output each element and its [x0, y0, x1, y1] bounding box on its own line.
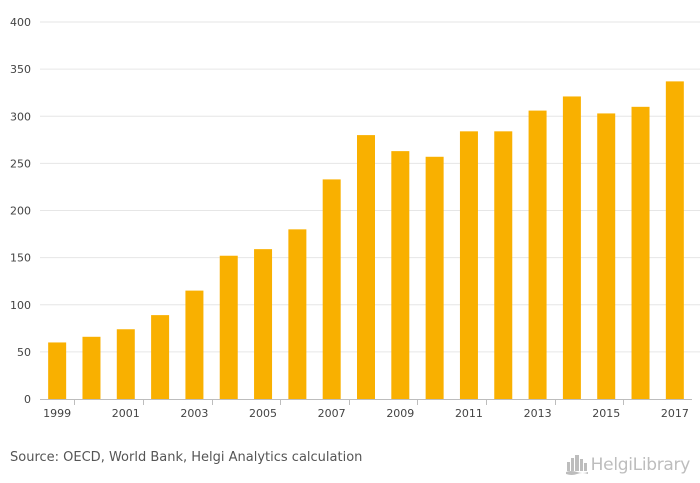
x-tick-label: 2013: [524, 407, 552, 420]
bar-2000: [82, 336, 101, 399]
bar-2017: [665, 81, 684, 399]
bar-2007: [322, 179, 341, 399]
y-tick-label: 250: [10, 157, 31, 170]
y-tick-label: 350: [10, 63, 31, 76]
bar-2010: [425, 156, 444, 399]
y-tick-label: 150: [10, 252, 31, 265]
x-tick-label: 2009: [386, 407, 414, 420]
bar-2011: [459, 131, 478, 399]
bar-2002: [151, 315, 170, 399]
bar-2016: [631, 106, 650, 399]
bar-1999: [48, 342, 67, 399]
bar-2005: [254, 249, 273, 399]
bar-2012: [494, 131, 513, 399]
helgi-library-logo[interactable]: HelgiLibrary: [565, 445, 691, 475]
bar-2001: [116, 329, 135, 399]
bar-2003: [185, 290, 204, 399]
x-tick-label: 2017: [661, 407, 689, 420]
bar-chart: 0 50 100 150 200 250 300 350 400 1999 2001 2003 2005…: [10, 16, 700, 420]
y-tick-label: 100: [10, 299, 31, 312]
bar-2015: [597, 113, 616, 400]
x-tick-label: 2007: [318, 407, 346, 420]
bar-2006: [288, 229, 307, 399]
bar-2014: [562, 96, 581, 400]
bar-2004: [219, 255, 238, 399]
y-tick-label: 50: [17, 346, 31, 359]
x-tick-label: 2001: [112, 407, 140, 420]
x-tick-label: 2005: [249, 407, 277, 420]
chart-footer: Source: OECD, World Bank, Helgi Analytic…: [0, 440, 700, 483]
x-tick-label: 2003: [180, 407, 208, 420]
y-tick-label: 400: [10, 16, 31, 29]
y-tick-label: 300: [10, 110, 31, 123]
y-tick-label: 200: [10, 205, 31, 218]
bar-2009: [391, 151, 410, 399]
logo-text: HelgiLibrary: [590, 455, 691, 475]
bar-2008: [357, 135, 375, 399]
y-tick-label: 0: [24, 393, 31, 406]
helgi-city-icon: [565, 455, 588, 475]
source-note: Source: OECD, World Bank, Helgi Analytic…: [10, 450, 363, 465]
x-tick-label: 2015: [592, 407, 620, 420]
bar-2013: [528, 110, 547, 399]
x-tick-label: 2011: [455, 407, 483, 420]
x-tick-label: 1999: [43, 407, 71, 420]
